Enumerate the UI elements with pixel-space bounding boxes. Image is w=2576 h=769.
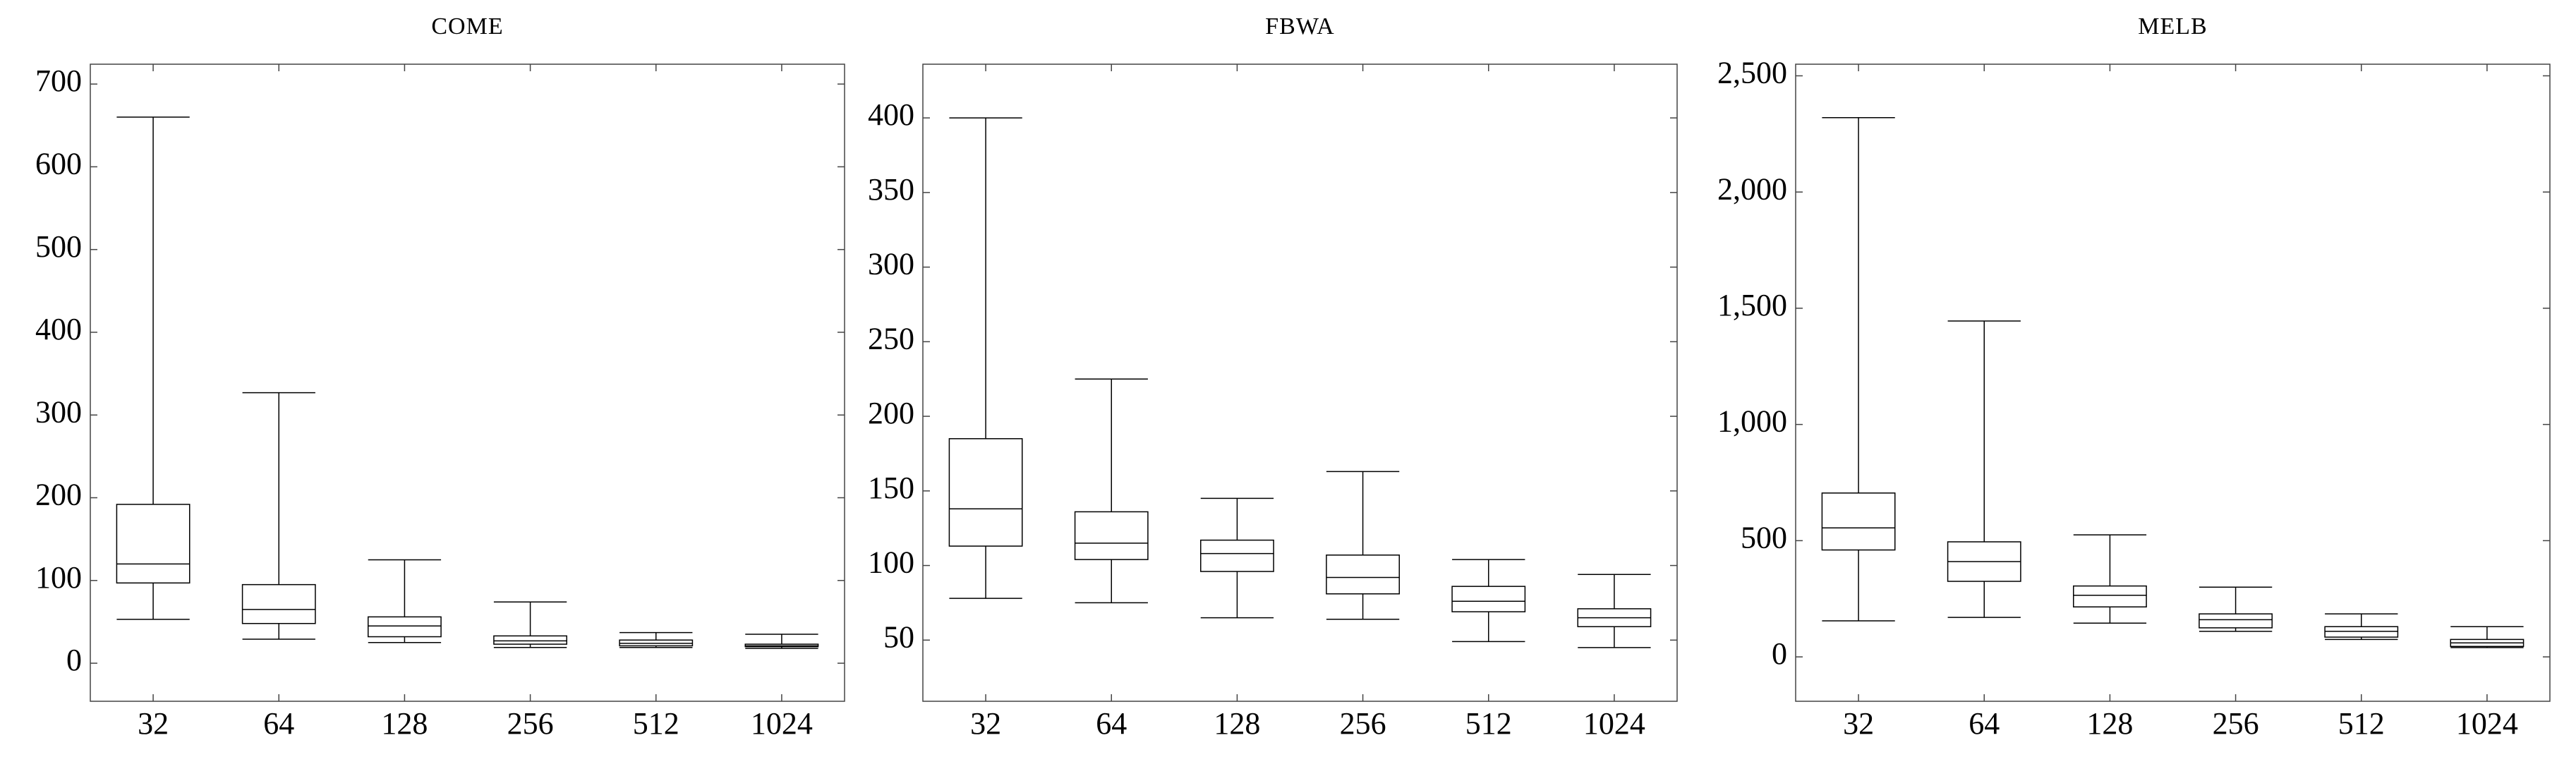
y-tick-label: 150 (868, 471, 914, 505)
x-tick-label: 1024 (751, 706, 813, 741)
plot-frame (922, 63, 1678, 702)
x-tick-label: 512 (1465, 706, 1512, 741)
y-tick-label: 700 (35, 63, 82, 98)
x-tick-label: 64 (263, 706, 294, 741)
x-tick-label: 512 (633, 706, 679, 741)
x-tick-label: 128 (381, 706, 428, 741)
x-tick-label: 64 (1096, 706, 1127, 741)
chart-title: MELB (2138, 13, 2207, 40)
plot-frame (90, 63, 845, 702)
x-tick-label: 32 (970, 706, 1001, 741)
y-tick-label: 200 (868, 396, 914, 430)
y-tick-label: 0 (66, 643, 82, 677)
y-tick-label: 500 (1741, 520, 1787, 555)
y-tick-label: 500 (35, 229, 82, 264)
x-tick-label: 32 (138, 706, 169, 741)
plot-frame (1795, 63, 2551, 702)
box (1821, 492, 1896, 551)
x-tick-label: 256 (2213, 706, 2259, 741)
y-tick-label: 250 (868, 321, 914, 356)
x-tick-label: 128 (1214, 706, 1260, 741)
box (948, 438, 1023, 547)
y-tick-label: 300 (35, 394, 82, 429)
x-tick-label: 32 (1843, 706, 1874, 741)
y-tick-label: 100 (868, 545, 914, 580)
x-tick-label: 128 (2086, 706, 2133, 741)
y-tick-label: 1,000 (1717, 404, 1787, 439)
y-tick-label: 2,000 (1717, 171, 1787, 206)
x-tick-label: 256 (507, 706, 554, 741)
box (2324, 626, 2399, 638)
box (1199, 539, 1274, 572)
y-tick-label: 300 (868, 247, 914, 281)
y-tick-label: 400 (868, 97, 914, 132)
y-tick-label: 350 (868, 172, 914, 207)
x-tick-label: 512 (2338, 706, 2385, 741)
chart-title: COME (431, 13, 503, 40)
box (116, 504, 191, 584)
x-tick-label: 256 (1340, 706, 1386, 741)
y-tick-label: 1,500 (1717, 288, 1787, 322)
box (241, 583, 316, 624)
x-tick-label: 1024 (2456, 706, 2518, 741)
y-tick-label: 600 (35, 147, 82, 181)
y-tick-label: 2,500 (1717, 56, 1787, 90)
box (2199, 613, 2273, 629)
y-tick-label: 100 (35, 560, 82, 595)
box (1074, 511, 1149, 560)
y-tick-label: 0 (1772, 636, 1787, 671)
chart-title: FBWA (1265, 13, 1334, 40)
x-tick-label: 64 (1969, 706, 2000, 741)
box (2072, 585, 2147, 607)
box (1451, 586, 1526, 612)
box (367, 616, 442, 638)
y-tick-label: 50 (883, 619, 914, 654)
box (493, 635, 568, 645)
y-tick-label: 200 (35, 478, 82, 512)
box (1326, 555, 1401, 595)
x-tick-label: 1024 (1583, 706, 1645, 741)
y-tick-label: 400 (35, 312, 82, 346)
